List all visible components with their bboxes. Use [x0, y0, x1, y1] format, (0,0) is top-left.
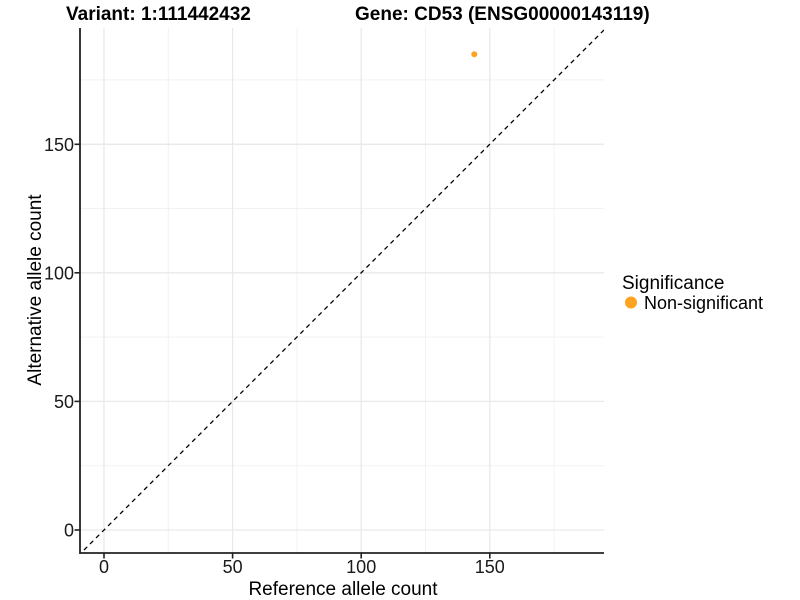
- x-tick-150: 150: [475, 557, 505, 577]
- y-tick-100: 100: [44, 263, 74, 283]
- y-tick-0: 0: [64, 521, 74, 541]
- x-tick-0: 0: [99, 557, 109, 577]
- legend-entry-label: Non-significant: [644, 293, 763, 313]
- legend-title: Significance: [622, 273, 724, 294]
- legend-key-dot-icon: [625, 296, 637, 309]
- legend: Significance Non-significant: [622, 273, 763, 313]
- y-tick-150: 150: [44, 135, 74, 155]
- grid-major: [80, 28, 604, 553]
- x-axis-tick-labels: 0 50 100 150: [99, 557, 505, 577]
- y-tick-50: 50: [54, 392, 74, 412]
- x-axis-title: Reference allele count: [248, 579, 438, 600]
- x-axis-ticks: [103, 553, 491, 559]
- grid-minor: [80, 28, 604, 553]
- identity-line-group: [80, 29, 604, 553]
- plot-title-gene: Gene: CD53 (ENSG00000143119): [355, 4, 650, 25]
- x-tick-100: 100: [346, 557, 376, 577]
- y-axis-ticks: [74, 143, 80, 531]
- x-tick-50: 50: [223, 557, 243, 577]
- y-axis-tick-labels: 0 50 100 150: [44, 135, 74, 541]
- plot-title-variant: Variant: 1:111442432: [66, 4, 251, 25]
- data-points-layer: [471, 51, 478, 58]
- y-axis-title: Alternative allele count: [25, 194, 46, 386]
- data-point: [471, 51, 478, 58]
- identity-line: [80, 29, 604, 553]
